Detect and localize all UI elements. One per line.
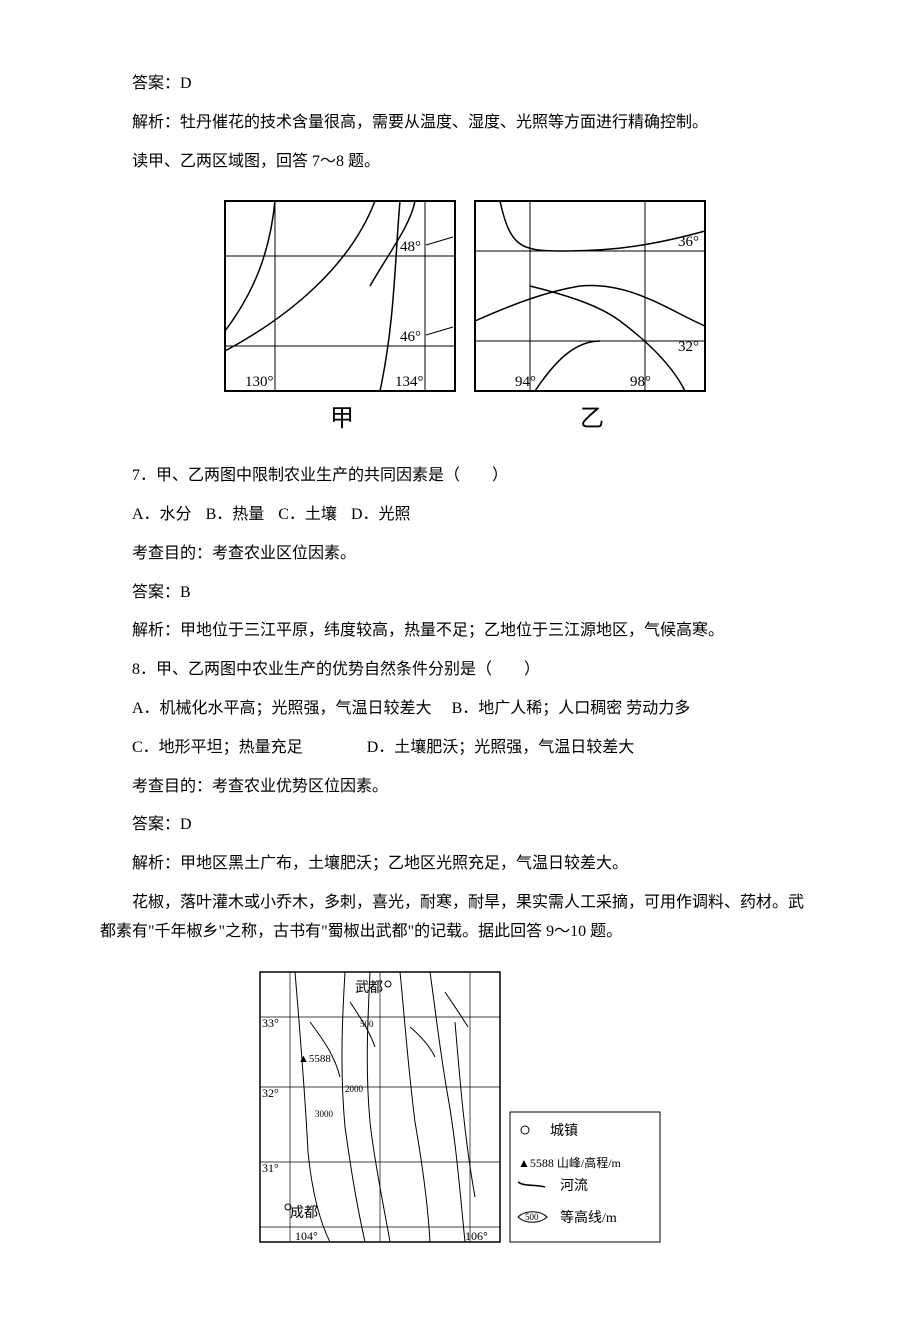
svg-text:乙: 乙	[580, 406, 604, 432]
intro-7-8: 读甲、乙两区域图，回答 7～8 题。	[100, 148, 820, 177]
q8-stem: 8．甲、乙两图中农业生产的优势自然条件分别是（ ）	[100, 656, 820, 685]
svg-text:武都: 武都	[355, 980, 383, 996]
svg-text:130°: 130°	[245, 374, 274, 390]
svg-text:▲5588: ▲5588	[298, 1053, 331, 1065]
svg-text:31°: 31°	[262, 1161, 279, 1175]
q8-opt-b: B．地广人稀；人口稠密 劳动力多	[452, 700, 691, 717]
svg-text:▲5588 山峰/高程/m: ▲5588 山峰/高程/m	[518, 1155, 622, 1170]
svg-text:104°: 104°	[295, 1229, 318, 1243]
q8-purpose: 考查目的：考查农业优势区位因素。	[100, 773, 820, 802]
q8-explain: 解析：甲地区黑土广布，土壤肥沃；乙地区光照充足，气温日较差大。	[100, 850, 820, 879]
intro-9-10-text: 花椒，落叶灌木或小乔木，多刺，喜光，耐寒，耐旱，果实需人工采摘，可用作调料、药材…	[100, 894, 804, 940]
svg-text:33°: 33°	[262, 1016, 279, 1030]
svg-text:32°: 32°	[262, 1086, 279, 1100]
q8-opts-cd: C．地形平坦；热量充足 D．土壤肥沃；光照强，气温日较差大	[100, 734, 820, 763]
svg-text:134°: 134°	[395, 374, 424, 390]
svg-text:等高线/m: 等高线/m	[560, 1209, 617, 1226]
q7-opt-c: C．土壤	[278, 506, 337, 523]
q7-purpose: 考查目的：考查农业区位因素。	[100, 540, 820, 569]
svg-text:城镇: 城镇	[550, 1123, 578, 1139]
svg-text:48°: 48°	[400, 239, 421, 255]
svg-text:2000: 2000	[345, 1084, 364, 1094]
q8-opt-a: A．机械化水平高；光照强，气温日较差大	[132, 700, 432, 717]
svg-text:46°: 46°	[400, 329, 421, 345]
svg-text:河流: 河流	[560, 1178, 588, 1194]
q7-opt-d: D．光照	[351, 506, 411, 523]
q8-answer: 答案：D	[100, 811, 820, 840]
figure-9-10: 500 2000 3000 33° 32° 31° 104° 106° ▲5588 武都成都 城镇 ▲…	[100, 962, 820, 1263]
q8-opts-ab: A．机械化水平高；光照强，气温日较差大 B．地广人稀；人口稠密 劳动力多	[100, 695, 820, 724]
svg-text:500: 500	[525, 1212, 539, 1222]
q6-explain: 解析：牡丹催花的技术含量很高，需要从温度、湿度、光照等方面进行精确控制。	[100, 109, 820, 138]
q7-explain: 解析：甲地位于三江平原，纬度较高，热量不足；乙地位于三江源地区，气候高寒。	[100, 617, 820, 646]
q6-answer: 答案：D	[100, 70, 820, 99]
q7-opt-b: B．热量	[206, 506, 265, 523]
q7-opt-a: A．水分	[132, 506, 192, 523]
intro-9-10: 花椒，落叶灌木或小乔木，多刺，喜光，耐寒，耐旱，果实需人工采摘，可用作调料、药材…	[100, 889, 820, 947]
svg-text:98°: 98°	[630, 374, 651, 390]
svg-text:94°: 94°	[515, 374, 536, 390]
svg-text:32°: 32°	[678, 339, 699, 355]
q8-opt-c: C．地形平坦；热量充足	[132, 739, 303, 756]
q7-answer: 答案：B	[100, 579, 820, 608]
svg-text:500: 500	[360, 1019, 374, 1029]
svg-text:36°: 36°	[678, 234, 699, 250]
q7-stem: 7．甲、乙两图中限制农业生产的共同因素是（ ）	[100, 462, 820, 491]
svg-text:3000: 3000	[315, 1109, 334, 1119]
svg-text:成都: 成都	[290, 1205, 318, 1221]
figure-7-8: 48° 46° 130° 134° 36° 32° 94° 98° 甲 乙	[100, 191, 820, 447]
q7-options: A．水分 B．热量 C．土壤 D．光照	[100, 501, 820, 530]
q8-opt-d: D．土壤肥沃；光照强，气温日较差大	[367, 739, 635, 756]
svg-text:106°: 106°	[465, 1229, 488, 1243]
svg-text:甲: 甲	[330, 406, 354, 432]
